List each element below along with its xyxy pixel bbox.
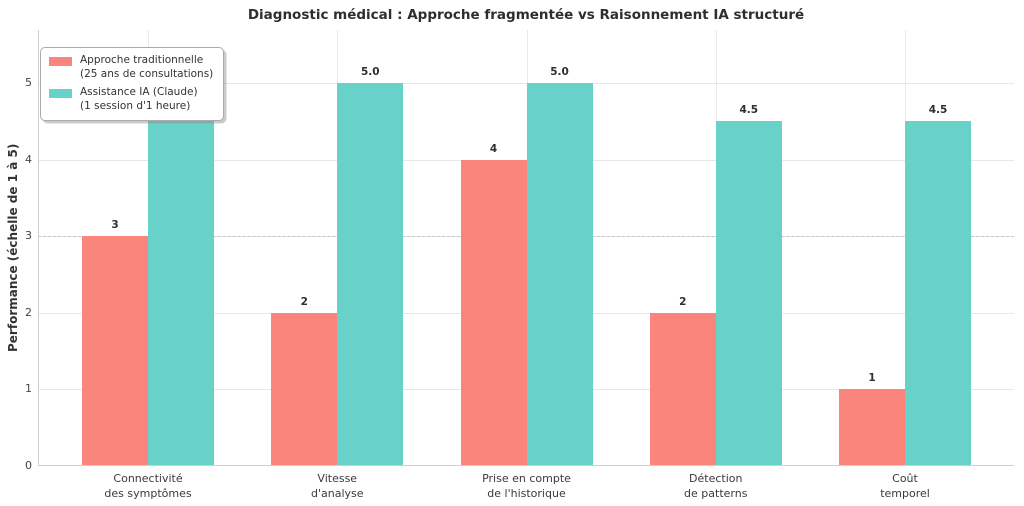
y-tick-label: 2 (25, 305, 32, 319)
y-tick-label: 4 (25, 152, 32, 166)
x-tick-label: Connectivité des symptômes (104, 472, 192, 500)
bar-value-label: 5.0 (550, 66, 569, 78)
x-tick-label: Coût temporel (880, 472, 930, 500)
bar-value-label: 4.5 (739, 104, 759, 117)
bar-traditional (82, 236, 148, 466)
bar-value-label: 3 (111, 219, 119, 232)
legend-entry: Approche traditionnelle (25 ans de consu… (49, 54, 213, 81)
bar-value-label: 5.0 (360, 66, 380, 78)
y-axis-label: Performance (échelle de 1 à 5) (6, 143, 20, 353)
y-tick-label: 3 (25, 229, 32, 243)
x-tick-label: Prise en compte de l'historique (482, 472, 571, 500)
gridline-horizontal (38, 83, 1014, 84)
legend-entry: Assistance IA (Claude) (1 session d'1 he… (49, 86, 213, 113)
chart-title: Diagnostic médical : Approche fragmentée… (247, 7, 805, 23)
bar-traditional (271, 312, 338, 466)
bar-ai (148, 83, 214, 466)
y-tick-label: 5 (25, 76, 32, 89)
legend-label: Approche traditionnelle (25 ans de consu… (80, 54, 214, 80)
legend: Approche traditionnelle (25 ans de consu… (40, 47, 225, 121)
legend-label: Assistance IA (Claude) (1 session d'1 he… (80, 86, 198, 112)
left-spine (38, 30, 39, 466)
bar-ai (905, 121, 971, 466)
bar-ai (526, 83, 593, 466)
bar-ai (337, 83, 404, 466)
x-tick-label: Détection de patterns (684, 472, 748, 500)
y-tick-label: 1 (25, 382, 32, 396)
y-tick-label: 0 (25, 459, 32, 472)
bar-value-label: 2 (300, 295, 308, 308)
bar-value-label: 4.5 (928, 104, 948, 117)
bar-value-label: 4 (489, 142, 498, 155)
bottom-spine (38, 465, 1014, 466)
bar-traditional (460, 159, 527, 466)
bar-ai (715, 121, 782, 466)
legend-swatch (49, 89, 72, 99)
bar-value-label: 1 (868, 372, 876, 385)
legend-swatch (49, 57, 72, 66)
bar-traditional (839, 389, 905, 466)
bar-traditional (649, 312, 716, 466)
bar-value-label: 2 (679, 295, 687, 308)
x-tick-label: Vitesse d'analyse (310, 472, 364, 500)
